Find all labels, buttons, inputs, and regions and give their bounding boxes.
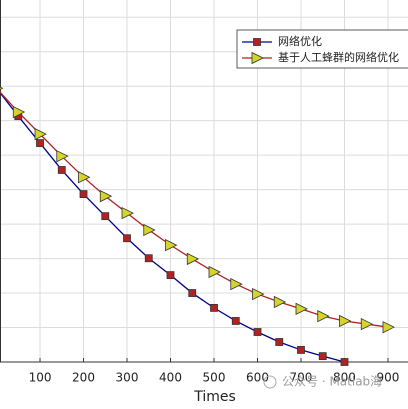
- watermark-icon: [263, 375, 277, 389]
- marker: [34, 127, 47, 141]
- marker: [166, 271, 175, 280]
- marker: [210, 303, 218, 312]
- marker: [231, 317, 240, 325]
- marker: [78, 171, 91, 184]
- marker: [252, 287, 265, 301]
- x-tick-label: 800: [333, 371, 356, 385]
- marker: [144, 254, 153, 263]
- marker: [297, 346, 305, 354]
- legend-marker: [251, 51, 264, 65]
- x-tick-label: 500: [203, 371, 226, 385]
- x-tick-label: 200: [72, 371, 95, 385]
- x-tick-label: 900: [377, 371, 400, 385]
- legend-box: [236, 29, 408, 69]
- x-tick-label: 400: [159, 371, 182, 385]
- marker: [253, 328, 262, 336]
- x-tick-label: 100: [29, 371, 52, 385]
- marker: [360, 317, 374, 331]
- marker: [36, 139, 44, 147]
- marker: [230, 277, 243, 291]
- marker: [295, 302, 308, 316]
- marker: [99, 190, 113, 203]
- marker: [339, 314, 352, 328]
- marker: [382, 321, 395, 334]
- marker: [0, 86, 4, 90]
- legend-label: 网络优化: [278, 34, 322, 48]
- x-axis-label: Times: [193, 389, 236, 405]
- marker: [186, 252, 200, 266]
- marker: [101, 212, 110, 221]
- marker: [340, 358, 349, 366]
- x-tick-label: 700: [290, 371, 313, 385]
- marker: [208, 265, 221, 279]
- marker: [143, 223, 156, 237]
- marker: [12, 105, 26, 119]
- x-tick-label: 300: [116, 371, 139, 385]
- legend-label: 基于人工蜂群的网络优化: [278, 50, 399, 64]
- marker: [79, 190, 88, 199]
- marker: [273, 295, 287, 309]
- legend-marker: [253, 38, 261, 46]
- marker: [318, 352, 327, 361]
- marker: [188, 289, 197, 297]
- x-tick-label: 600: [246, 371, 269, 385]
- marker: [165, 238, 178, 252]
- watermark: 公众号 · Matlab海: [282, 374, 382, 389]
- marker: [275, 338, 284, 346]
- marker: [121, 206, 134, 220]
- marker: [317, 309, 330, 323]
- marker: [123, 234, 131, 243]
- marker: [57, 166, 66, 174]
- marker: [56, 150, 69, 163]
